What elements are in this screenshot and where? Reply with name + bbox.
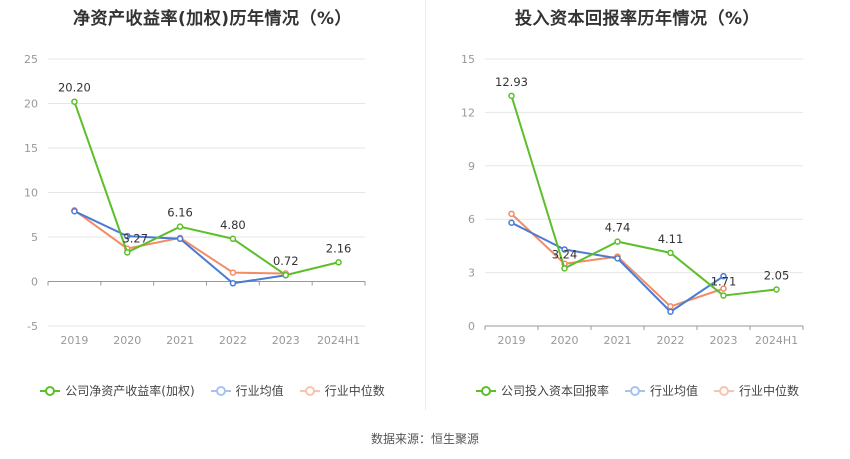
x-tick-label: 2021 xyxy=(166,334,194,347)
data-point-company[interactable] xyxy=(229,235,237,243)
roic-chart-plot: 0 3 6 9 12 15 2019 2020 2021 2022 2023 2024H1 12.93 3… xyxy=(461,53,804,347)
x-tick-label: 2021 xyxy=(604,334,632,347)
data-label: 6.16 xyxy=(167,206,193,220)
legend-item-industry-median[interactable]: 行业中位数 xyxy=(714,382,799,399)
data-source-footer: 数据来源：恒生聚源 xyxy=(370,432,479,446)
data-point-industry_avg[interactable] xyxy=(176,235,184,243)
y-tick-label: 5 xyxy=(31,231,38,244)
roe-chart-panel: 净资产收益率(加权)历年情况（%） -5 0 5 10 15 20 25 2019 2020 20… xyxy=(0,0,425,415)
legend-company-swatch-icon xyxy=(475,385,496,396)
data-point-industry_avg[interactable] xyxy=(229,280,237,287)
legend-company-swatch-icon xyxy=(40,385,61,396)
chart-title: 投入资本回报率历年情况（%） xyxy=(514,9,761,29)
x-tick-label: 2019 xyxy=(498,334,526,347)
data-point-company[interactable] xyxy=(71,98,78,105)
y-tick-label: 20 xyxy=(24,98,38,111)
data-point-company[interactable] xyxy=(508,92,515,100)
x-tick-label: 2022 xyxy=(657,334,685,347)
data-point-industry_avg[interactable] xyxy=(667,308,674,316)
data-point-industry_median[interactable] xyxy=(720,285,727,292)
chart-legend: 公司投入资本回报率 行业均值 行业中位数 xyxy=(425,382,850,399)
y-tick-label: 0 xyxy=(31,276,38,289)
y-tick-label: 10 xyxy=(24,187,38,200)
data-point-company[interactable] xyxy=(124,249,131,256)
legend-median-swatch-icon xyxy=(714,385,734,396)
x-tick-label: 2019 xyxy=(60,334,88,347)
data-label: 1.71 xyxy=(711,275,737,289)
legend-label: 行业均值 xyxy=(235,384,284,398)
data-point-company[interactable] xyxy=(176,223,184,230)
data-point-industry_median[interactable] xyxy=(229,269,237,276)
y-tick-label: -5 xyxy=(27,320,38,333)
x-tick-label: 2022 xyxy=(219,334,247,347)
series-line-company xyxy=(73,101,339,277)
data-label: 20.20 xyxy=(58,81,91,95)
data-point-company[interactable] xyxy=(720,292,727,299)
y-tick-label: 6 xyxy=(468,213,475,226)
legend-item-industry-median[interactable]: 行业中位数 xyxy=(299,382,385,399)
data-label: 4.11 xyxy=(658,232,684,246)
data-point-company[interactable] xyxy=(667,249,674,257)
legend-item-company[interactable]: 公司净资产收益率(加权) xyxy=(40,382,195,399)
legend-median-swatch-icon xyxy=(299,385,320,396)
legend-average-swatch-icon xyxy=(210,385,231,396)
y-tick-label: 3 xyxy=(468,267,475,280)
x-tick-label: 2024H1 xyxy=(317,334,360,347)
data-label: 3.27 xyxy=(122,231,148,245)
x-tick-label: 2023 xyxy=(272,334,300,347)
legend-label: 行业中位数 xyxy=(739,384,800,398)
data-point-company[interactable] xyxy=(614,238,621,245)
y-tick-label: 9 xyxy=(468,160,475,173)
legend-label: 公司净资产收益率(加权) xyxy=(65,384,195,398)
y-tick-label: 15 xyxy=(461,53,475,66)
y-tick-label: 25 xyxy=(24,53,38,66)
y-tick-label: 15 xyxy=(24,142,38,155)
data-label: 4.74 xyxy=(605,221,631,235)
data-label: 2.16 xyxy=(326,241,352,255)
data-point-industry_avg[interactable] xyxy=(124,232,131,240)
legend-item-company[interactable]: 公司投入资本回报率 xyxy=(475,382,609,399)
chart-title: 净资产收益率(加权)历年情况（%） xyxy=(72,9,353,29)
legend-label: 行业中位数 xyxy=(324,384,385,398)
roe-chart-plot: -5 0 5 10 15 20 25 2019 2020 2021 2022 2023 2024H1 20… xyxy=(24,53,366,347)
data-label: 2.05 xyxy=(764,269,790,283)
data-point-company[interactable] xyxy=(773,286,780,293)
data-point-company[interactable] xyxy=(561,265,568,272)
roic-chart-panel: 投入资本回报率历年情况（%） 0 3 6 9 12 15 2019 2020 2021 2022 2… xyxy=(425,0,850,415)
data-point-industry_median[interactable] xyxy=(667,303,674,310)
legend-average-swatch-icon xyxy=(624,385,645,396)
series-line-industry_avg xyxy=(511,221,725,313)
legend-label: 公司投入资本回报率 xyxy=(500,384,609,398)
data-label: 3.24 xyxy=(552,247,578,261)
data-point-industry_median[interactable] xyxy=(508,210,515,218)
data-label: 12.93 xyxy=(495,75,528,89)
y-tick-label: 12 xyxy=(461,106,475,119)
legend-item-industry-average[interactable]: 行业均值 xyxy=(624,382,698,399)
data-point-industry_avg[interactable] xyxy=(71,207,78,215)
chart-legend: 公司净资产收益率(加权) 行业均值 行业中位数 xyxy=(0,382,425,399)
data-point-company[interactable] xyxy=(335,259,342,266)
legend-item-industry-average[interactable]: 行业均值 xyxy=(210,382,284,399)
data-point-industry_avg[interactable] xyxy=(614,255,621,262)
data-point-industry_avg[interactable] xyxy=(561,246,568,253)
x-tick-label: 2020 xyxy=(113,334,141,347)
y-tick-label: 0 xyxy=(468,320,475,333)
data-point-industry_avg[interactable] xyxy=(508,219,515,227)
x-tick-label: 2023 xyxy=(710,334,738,347)
panel-divider xyxy=(425,0,426,410)
data-label: 0.72 xyxy=(273,254,299,268)
series-line-company xyxy=(510,95,777,297)
data-point-industry_avg[interactable] xyxy=(720,272,727,280)
x-tick-label: 2020 xyxy=(551,334,579,347)
data-label: 4.80 xyxy=(220,218,246,232)
legend-label: 行业均值 xyxy=(649,384,698,398)
x-tick-label: 2024H1 xyxy=(755,334,798,347)
data-point-company[interactable] xyxy=(282,271,289,279)
